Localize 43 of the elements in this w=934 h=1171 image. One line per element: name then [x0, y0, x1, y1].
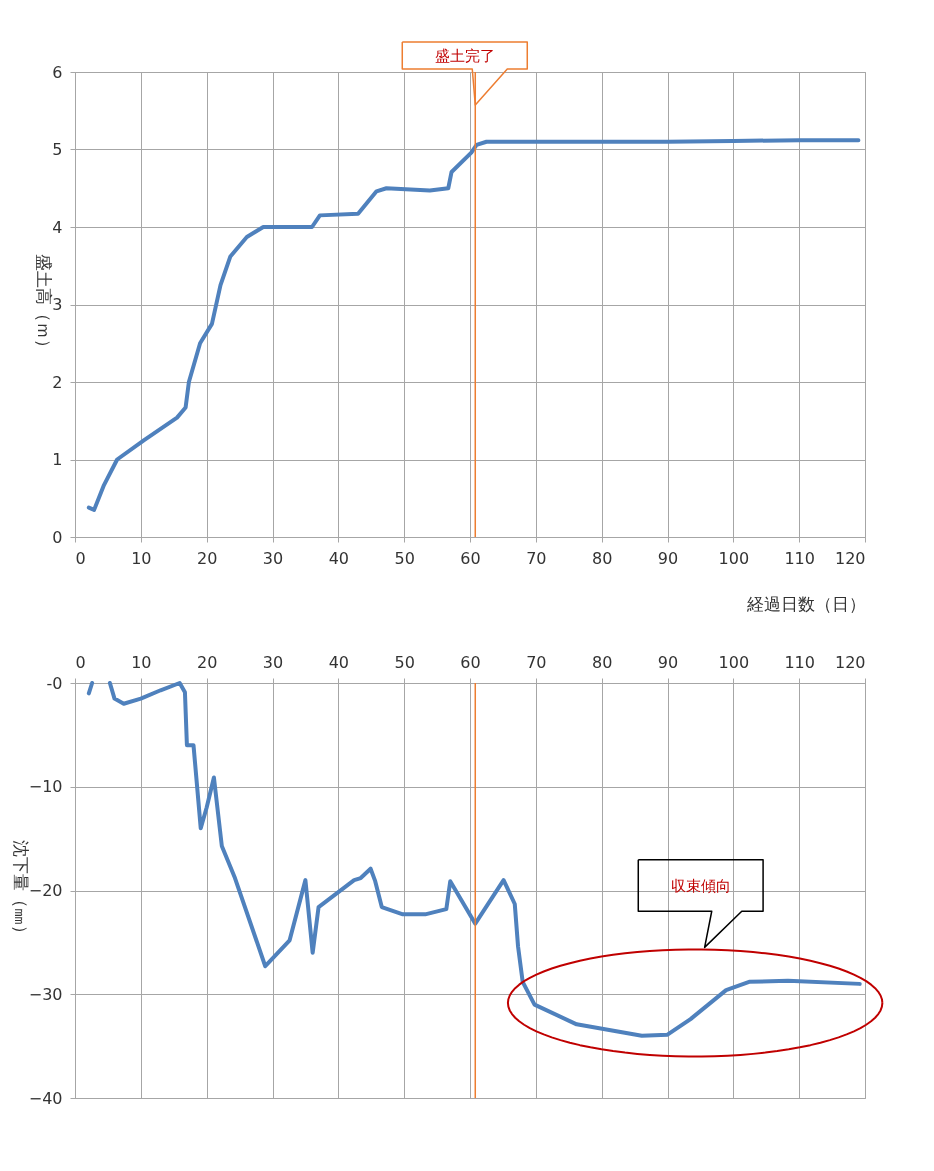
- x-tick-label: 30: [262, 548, 284, 568]
- x-tick-label: 60: [460, 652, 481, 672]
- x-tick-label: 50: [394, 652, 415, 672]
- x-tick-label: 80: [591, 548, 613, 568]
- y-tick-label: −20: [28, 881, 63, 900]
- line-series: [86, 138, 861, 512]
- y-tick-label: −30: [28, 984, 63, 1004]
- y-tick-label: 2: [52, 372, 63, 392]
- y-tick-label: 5: [52, 140, 63, 159]
- y-tick-label: 1: [52, 450, 63, 469]
- y-axis-title: 沈下量（㎜）: [10, 840, 31, 942]
- x-tick-label: 70: [526, 652, 547, 672]
- x-tick-label: 0: [75, 548, 86, 568]
- x-tick-label: 40: [328, 652, 350, 672]
- x-tick-label: 120: [834, 652, 866, 672]
- x-tick-label: 90: [657, 652, 679, 672]
- y-tick-label: 0: [52, 527, 63, 547]
- x-tick-label: 80: [591, 652, 613, 672]
- x-tick-label: 10: [131, 652, 152, 672]
- y-tick-label: 4: [52, 217, 63, 237]
- ref-line-label: 盛土完了: [434, 46, 495, 65]
- y-tick-label: −10: [28, 777, 63, 797]
- annotation: 収束傾向: [670, 876, 731, 895]
- x-tick-label: 110: [784, 652, 815, 672]
- y-tick-label: 6: [52, 62, 63, 82]
- x-tick-label: 90: [657, 548, 679, 568]
- x-tick-label: 100: [718, 652, 750, 672]
- x-tick-label: 40: [328, 548, 350, 568]
- x-tick-label: 70: [526, 548, 547, 568]
- x-tick-label: 30: [262, 652, 284, 672]
- x-axis-title: 経過日数（日）: [745, 593, 866, 614]
- x-tick-label: 20: [196, 548, 218, 568]
- x-tick-label: 60: [460, 548, 481, 568]
- x-tick-label: 110: [784, 548, 815, 568]
- x-tick-label: 20: [196, 652, 218, 672]
- x-tick-label: 10: [131, 548, 152, 568]
- x-tick-label: 0: [75, 652, 86, 672]
- y-tick-label: 3: [52, 295, 63, 314]
- x-tick-label: 100: [718, 548, 750, 568]
- y-tick-label: −40: [28, 1088, 63, 1108]
- x-tick-label: 120: [834, 548, 866, 568]
- y-tick-label: -0: [46, 673, 63, 693]
- x-tick-label: 50: [394, 548, 415, 568]
